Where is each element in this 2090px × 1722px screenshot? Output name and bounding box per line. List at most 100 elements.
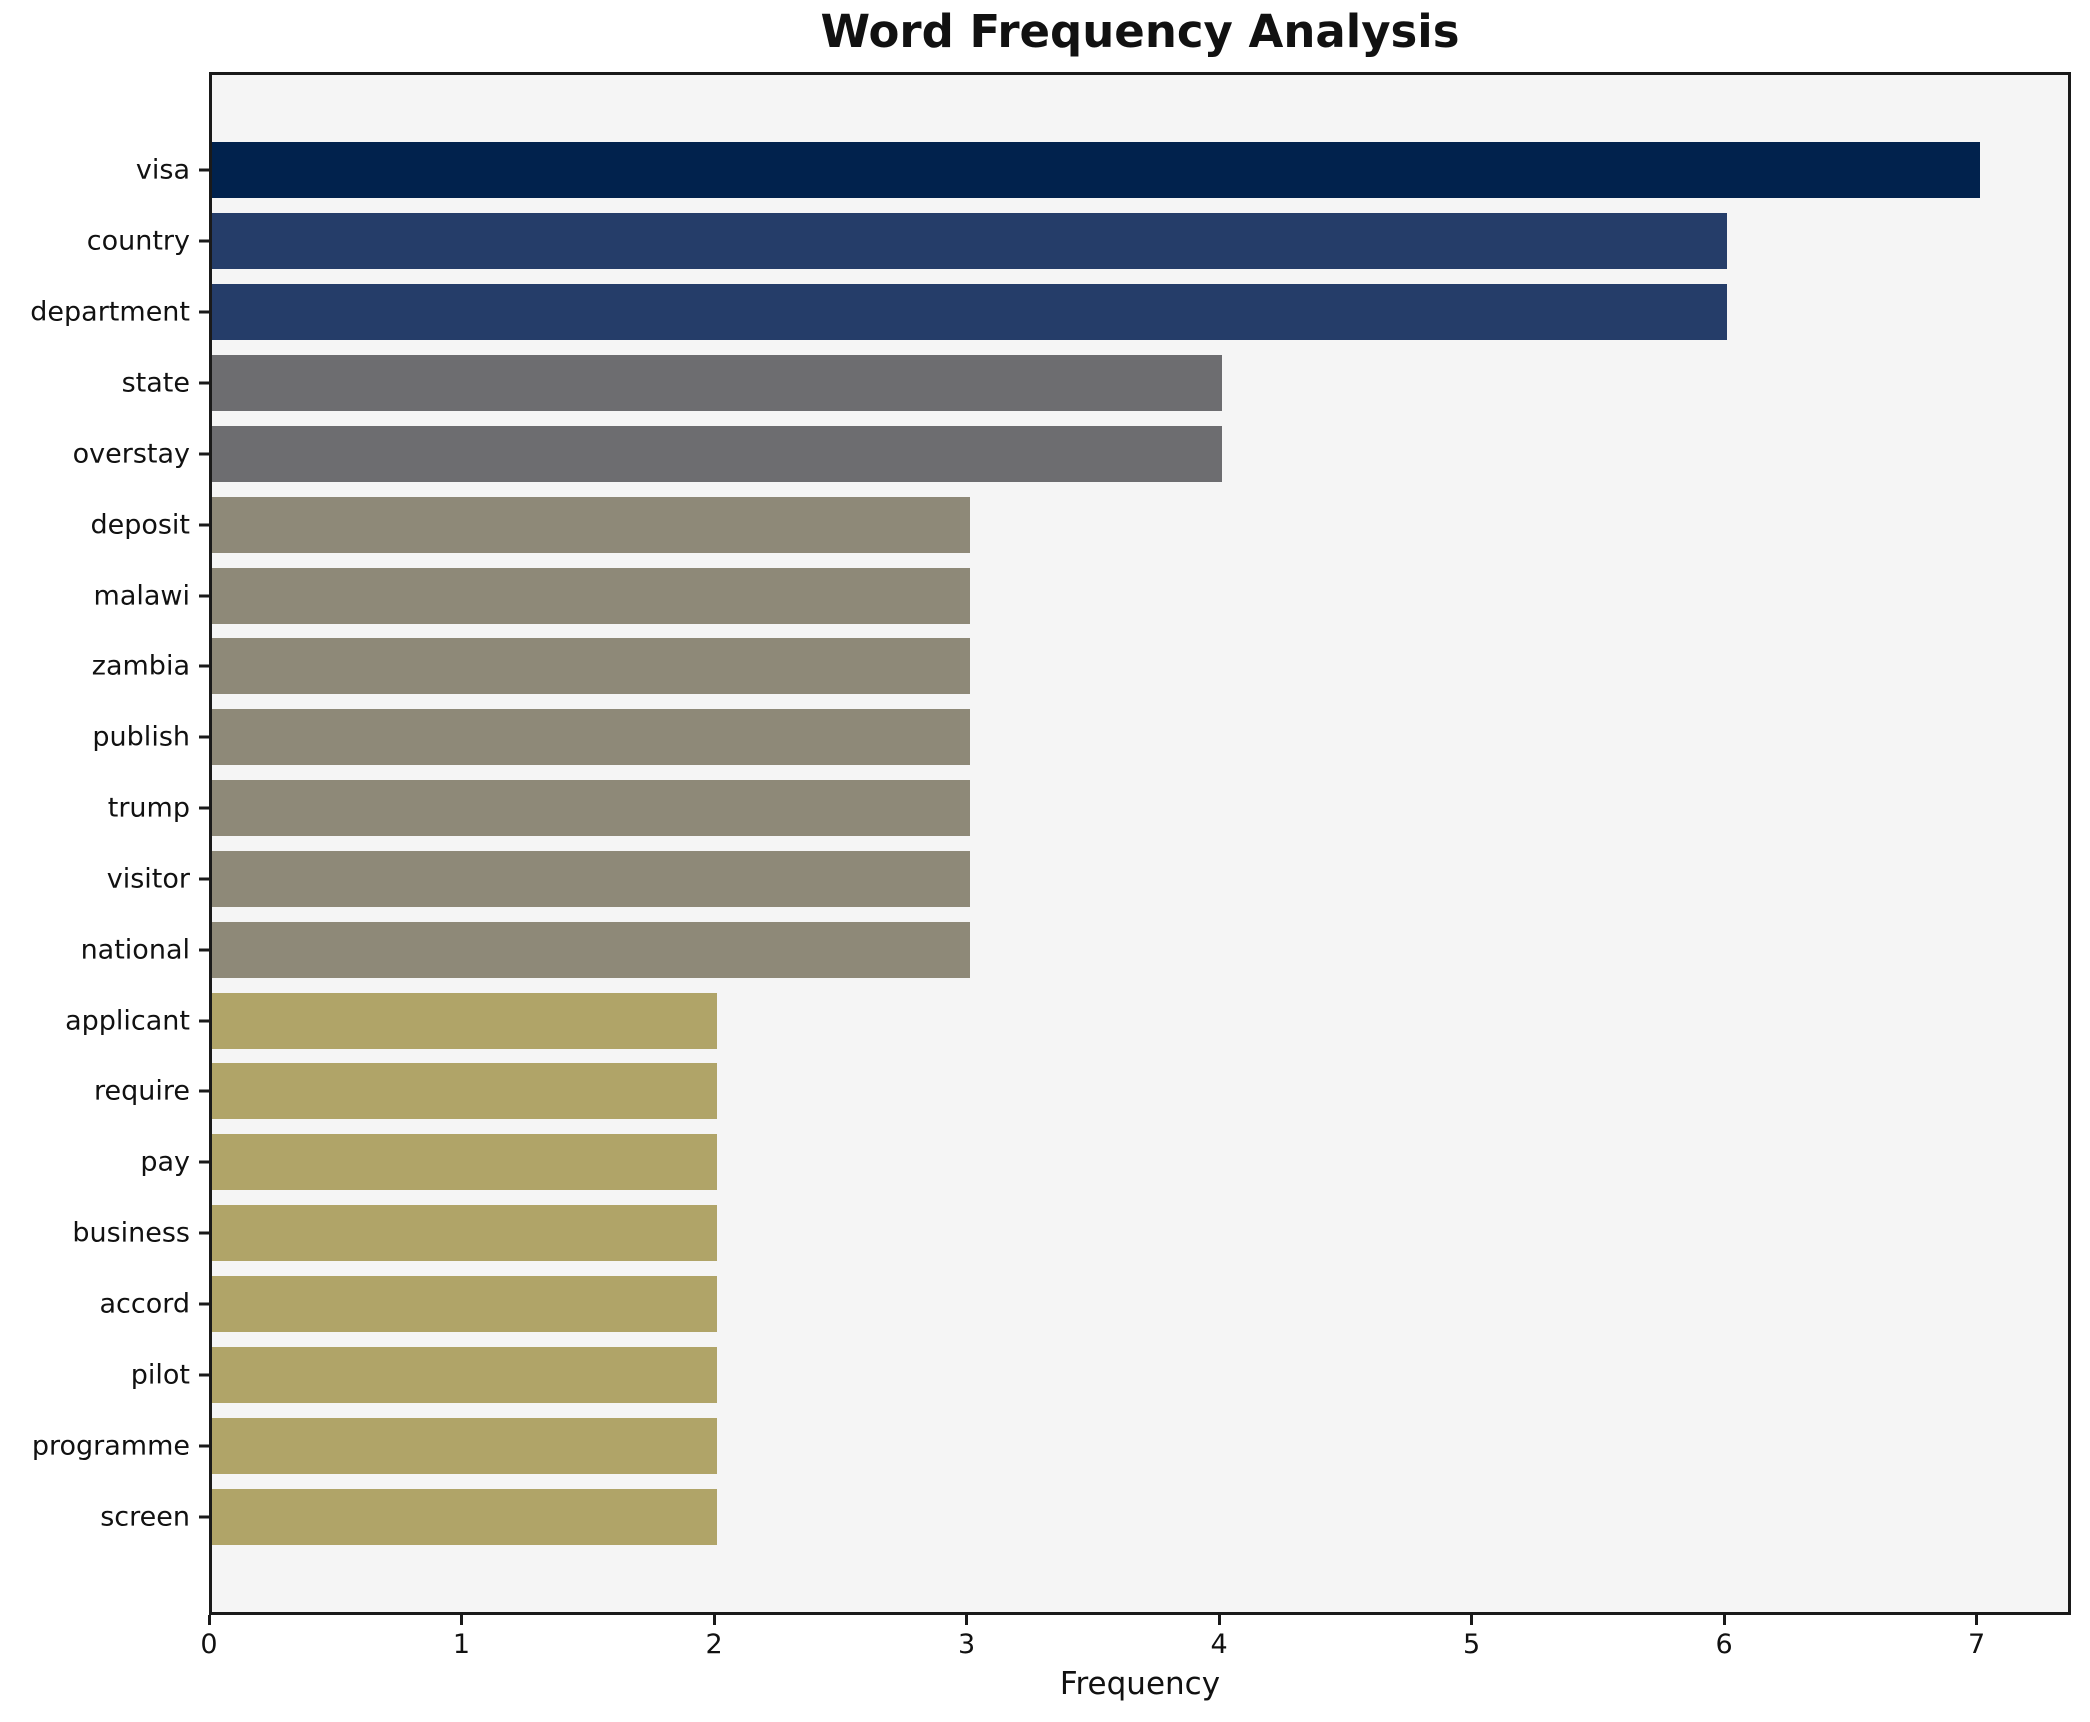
bar-row: pay <box>140 1127 2068 1198</box>
y-tick-mark <box>199 1160 209 1164</box>
bar-row: accord <box>99 1269 2068 1340</box>
y-tick-label: visitor <box>106 863 190 895</box>
bar <box>212 425 1223 482</box>
y-tick-mark <box>199 1089 209 1093</box>
y-tick-mark <box>199 594 209 598</box>
bar <box>212 1488 718 1545</box>
bar-row: country <box>87 206 2068 277</box>
bar-row: deposit <box>90 489 2068 560</box>
bar <box>212 780 970 837</box>
x-tick-label: 4 <box>1210 1629 1228 1660</box>
y-tick-label: department <box>30 296 190 328</box>
bar-row: department <box>30 277 2068 348</box>
y-tick-label: accord <box>99 1288 190 1320</box>
bar <box>212 1063 718 1120</box>
bar-row: screen <box>100 1481 2068 1552</box>
y-tick-mark <box>199 523 209 527</box>
bar-row: visitor <box>107 844 2068 915</box>
bar-row: programme <box>32 1410 2068 1481</box>
bar-row: pilot <box>131 1339 2068 1410</box>
x-tick-label: 7 <box>1968 1629 1986 1660</box>
bar <box>212 992 718 1049</box>
y-tick-label: deposit <box>90 509 190 541</box>
y-tick-label: trump <box>107 792 190 824</box>
bar <box>212 921 970 978</box>
y-tick-mark <box>199 1302 209 1306</box>
y-tick-mark <box>199 1515 209 1519</box>
bar-row: national <box>81 914 2068 985</box>
bar <box>212 142 1980 199</box>
bar <box>212 1134 718 1191</box>
y-tick-label: publish <box>92 721 190 753</box>
bar <box>212 496 970 553</box>
bar-row: visa <box>136 135 2068 206</box>
bar <box>212 1205 718 1262</box>
x-tick-label: 1 <box>452 1629 471 1660</box>
bar <box>212 1346 718 1403</box>
bar <box>212 1276 718 1333</box>
y-tick-label: country <box>86 225 190 257</box>
bar-row: trump <box>108 773 2068 844</box>
y-tick-label: malawi <box>93 580 190 612</box>
x-tick-mark <box>460 1615 464 1625</box>
chart-title: Word Frequency Analysis <box>820 5 1460 58</box>
x-tick-label: 2 <box>705 1629 723 1660</box>
y-tick-mark <box>199 168 209 172</box>
x-tick-label: 6 <box>1715 1629 1733 1660</box>
bar-row: business <box>72 1198 2068 1269</box>
x-tick-mark <box>712 1615 716 1625</box>
y-tick-mark <box>199 1019 209 1023</box>
x-tick-mark <box>1975 1615 1979 1625</box>
bar-row: overstay <box>73 418 2068 489</box>
bar <box>212 213 1728 270</box>
y-tick-label: visa <box>135 154 190 186</box>
plot-area: visa country department state overstay deposi… <box>30 72 2071 1615</box>
x-tick-mark <box>1722 1615 1726 1625</box>
bar <box>212 709 970 766</box>
y-tick-mark <box>199 1373 209 1377</box>
y-tick-label: pilot <box>130 1359 190 1391</box>
y-tick-mark <box>199 877 209 881</box>
y-tick-mark <box>199 806 209 810</box>
bar <box>212 567 970 624</box>
x-tick-mark <box>1470 1615 1474 1625</box>
x-tick-mark <box>965 1615 969 1625</box>
y-tick-mark <box>199 1444 209 1448</box>
bar-row: state <box>122 348 2068 419</box>
bar <box>212 284 1728 341</box>
x-tick-label: 5 <box>1462 1629 1481 1660</box>
y-tick-label: require <box>94 1075 190 1107</box>
y-tick-mark <box>199 452 209 456</box>
y-tick-label: national <box>80 934 190 966</box>
x-tick-label: 3 <box>957 1629 976 1660</box>
y-tick-label: state <box>121 367 190 399</box>
y-tick-label: applicant <box>65 1005 190 1037</box>
y-tick-mark <box>199 381 209 385</box>
y-tick-mark <box>199 1231 209 1235</box>
y-tick-label: programme <box>31 1430 190 1462</box>
bar-row: applicant <box>65 985 2068 1056</box>
y-tick-mark <box>199 310 209 314</box>
y-tick-label: business <box>72 1217 190 1249</box>
bar-row: zambia <box>92 631 2068 702</box>
y-tick-label: overstay <box>72 438 190 470</box>
y-tick-label: zambia <box>91 650 190 682</box>
bar-row: require <box>94 1056 2068 1127</box>
x-tick-label: 0 <box>200 1629 218 1660</box>
bar <box>212 850 970 907</box>
x-tick-mark <box>207 1615 211 1625</box>
x-tick-mark <box>1217 1615 1221 1625</box>
bar <box>212 354 1223 411</box>
x-axis-label: Frequency <box>1059 1666 1221 1702</box>
y-tick-mark <box>199 948 209 952</box>
x-axis: 0 1 2 3 4 5 6 7 <box>200 1615 2071 1715</box>
y-tick-mark <box>199 239 209 243</box>
bar-row: publish <box>92 702 2068 773</box>
bar-row: malawi <box>94 560 2068 631</box>
bar <box>212 638 970 695</box>
y-tick-mark <box>199 735 209 739</box>
bar <box>212 1417 718 1474</box>
y-tick-mark <box>199 664 209 668</box>
y-tick-label: screen <box>100 1501 190 1533</box>
